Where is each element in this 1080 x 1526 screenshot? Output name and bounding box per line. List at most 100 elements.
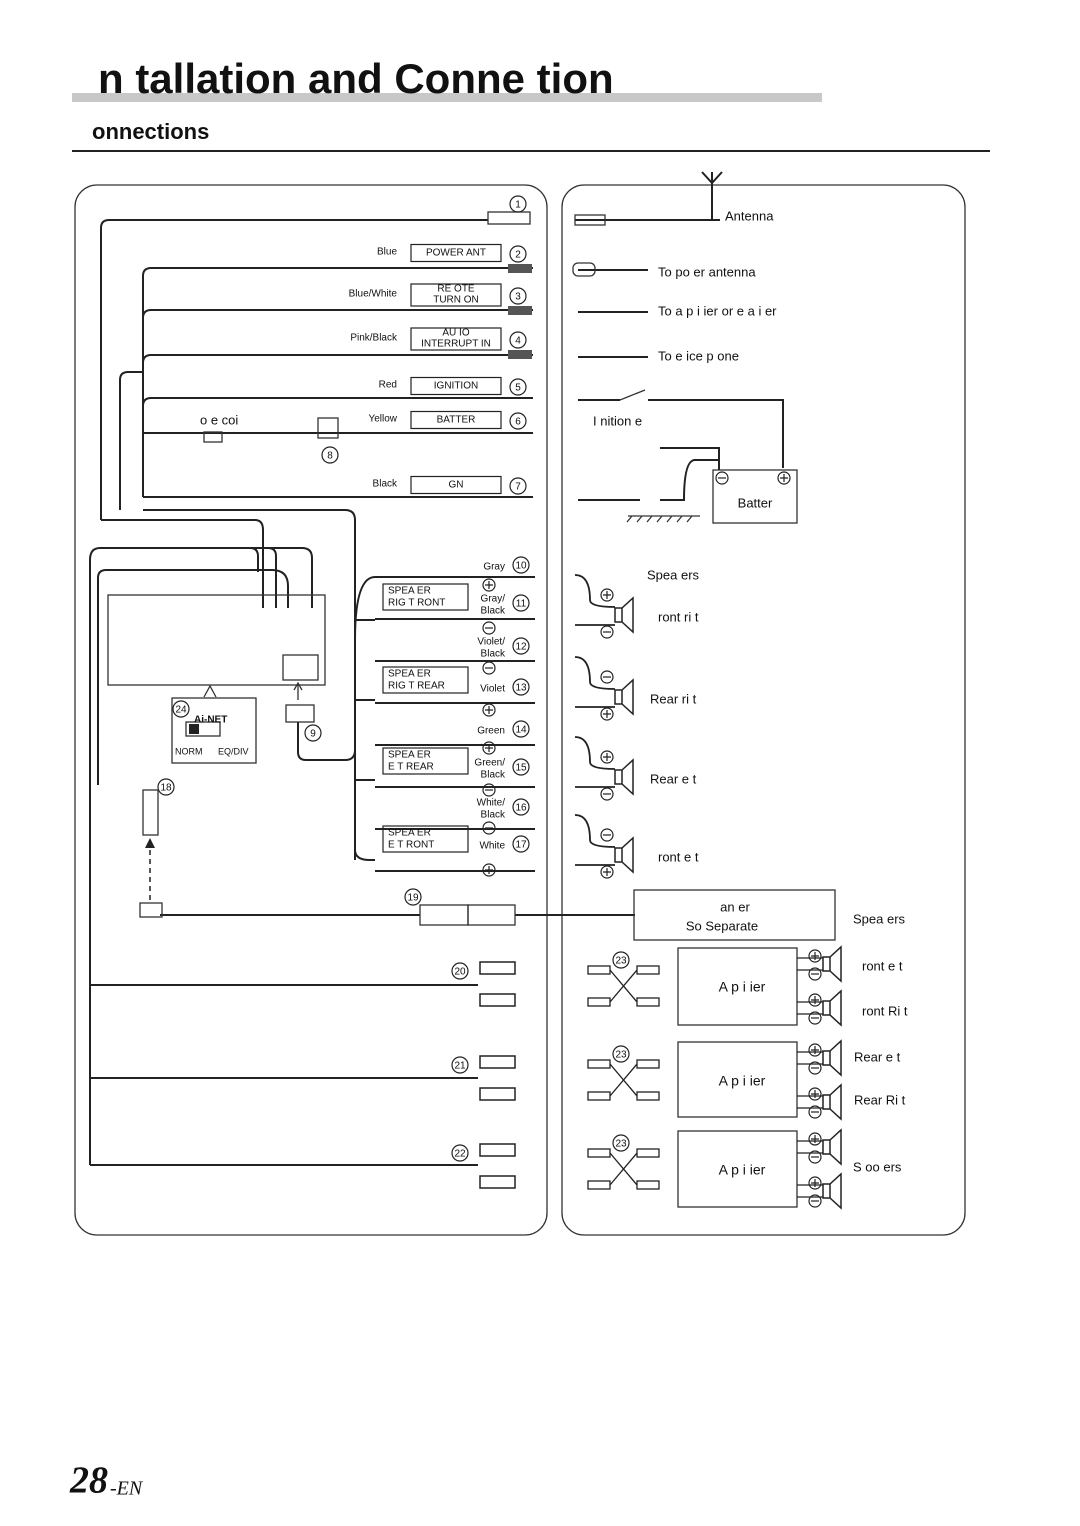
wire-color: White [479, 841, 505, 852]
wiring [89, 219, 635, 1166]
number: 4 [515, 336, 521, 347]
rca-cross [609, 1063, 638, 1097]
plus-sign [808, 949, 822, 963]
speaker [614, 678, 634, 716]
sign-stroke [811, 952, 819, 960]
speaker-output-label: RIG T RONT [388, 598, 445, 609]
unit-panel [74, 184, 548, 1236]
number: 21 [454, 1061, 466, 1072]
minus-sign [808, 1150, 822, 1164]
plus-sign [482, 741, 496, 755]
number: 1 [515, 200, 521, 211]
wire-color: Yellow [368, 414, 397, 425]
wire-color: Violet [480, 684, 505, 695]
speaker-lead [574, 814, 616, 866]
number-circle [304, 724, 322, 742]
number-circle [512, 758, 530, 776]
rca-plug [479, 1087, 516, 1101]
number: 23 [615, 1050, 627, 1061]
number-circle [321, 446, 339, 464]
minus-sign [482, 783, 496, 797]
number-circle [512, 835, 530, 853]
wire-color: Blue/White [349, 289, 398, 300]
wire-color: Green/ [474, 758, 505, 769]
rca-cross [609, 969, 638, 1003]
number: 13 [515, 683, 527, 694]
plus-sign [808, 1043, 822, 1057]
sign-stroke [780, 474, 788, 482]
number: 16 [515, 803, 527, 814]
page-title: n tallation and Conne tion [98, 55, 614, 102]
plus-sign [600, 750, 614, 764]
speaker [822, 1172, 842, 1210]
right-wiring [572, 171, 836, 1208]
speaker-output-label: RIG T REAR [388, 681, 445, 692]
number-circle [404, 888, 422, 906]
number-circle [509, 412, 527, 430]
plus-sign [482, 863, 496, 877]
plus-sign [777, 471, 791, 485]
rca-plug [479, 961, 516, 975]
wire-label: AU IO [442, 328, 469, 339]
wire-label: IGNITION [434, 381, 478, 392]
amp-output-label: S oo ers [853, 1159, 902, 1174]
number-circle [512, 637, 530, 655]
plus-sign [808, 993, 822, 1007]
number: 12 [515, 642, 527, 653]
number-circle [512, 678, 530, 696]
number-circle [509, 287, 527, 305]
sign-stroke [811, 1090, 819, 1098]
plus-sign [482, 703, 496, 717]
rca-plug [479, 1143, 516, 1157]
plus-sign [808, 1176, 822, 1190]
wire-label: BATTER [437, 415, 476, 426]
switch-label: NORM [175, 746, 203, 756]
wire-label-box [410, 376, 502, 396]
minus-sign [808, 1061, 822, 1075]
minus-sign [808, 1105, 822, 1119]
minus-sign [600, 670, 614, 684]
speaker-lead [574, 574, 616, 626]
number-circle [451, 1056, 469, 1074]
sign-stroke [603, 591, 611, 599]
number: 18 [160, 783, 172, 794]
minus-sign [482, 661, 496, 675]
number-circle [451, 962, 469, 980]
wire-label: POWER ANT [426, 248, 486, 259]
page-suffix: -EN [110, 1478, 144, 1500]
sign-stroke [811, 1179, 819, 1187]
number-circle [509, 378, 527, 396]
speaker [614, 596, 634, 634]
page-number: 28 [69, 1460, 108, 1502]
wire-label-box [410, 327, 502, 351]
sign-stroke [811, 1135, 819, 1143]
sign-stroke [485, 744, 493, 752]
number: 5 [515, 383, 521, 394]
number-circle [509, 477, 527, 495]
speaker-output-label: SPEA ER [388, 828, 431, 839]
speaker-output-box [382, 747, 469, 775]
number-circle [512, 556, 530, 574]
number: 17 [515, 840, 527, 851]
wire-color: Black [481, 649, 506, 660]
wire-color: Gray [483, 562, 505, 573]
speaker-lead [574, 736, 616, 788]
changer-label: So Separate [686, 918, 758, 933]
connection-panel [561, 184, 966, 1236]
head-unit [107, 211, 531, 926]
number: 11 [516, 599, 527, 610]
sign-stroke [485, 706, 493, 714]
number: 23 [615, 956, 627, 967]
sign-stroke [811, 1046, 819, 1054]
minus-sign [600, 787, 614, 801]
section-title: onnections [92, 119, 209, 144]
amplifier-label: A p i ier [719, 1162, 766, 1178]
rca-in [587, 1180, 611, 1190]
minus-sign [600, 828, 614, 842]
label: To a p i ier or e a i er [658, 303, 777, 318]
minus-sign [600, 625, 614, 639]
speaker-label: ront e t [658, 849, 699, 864]
number-circle [451, 1144, 469, 1162]
rca-in [587, 997, 611, 1007]
